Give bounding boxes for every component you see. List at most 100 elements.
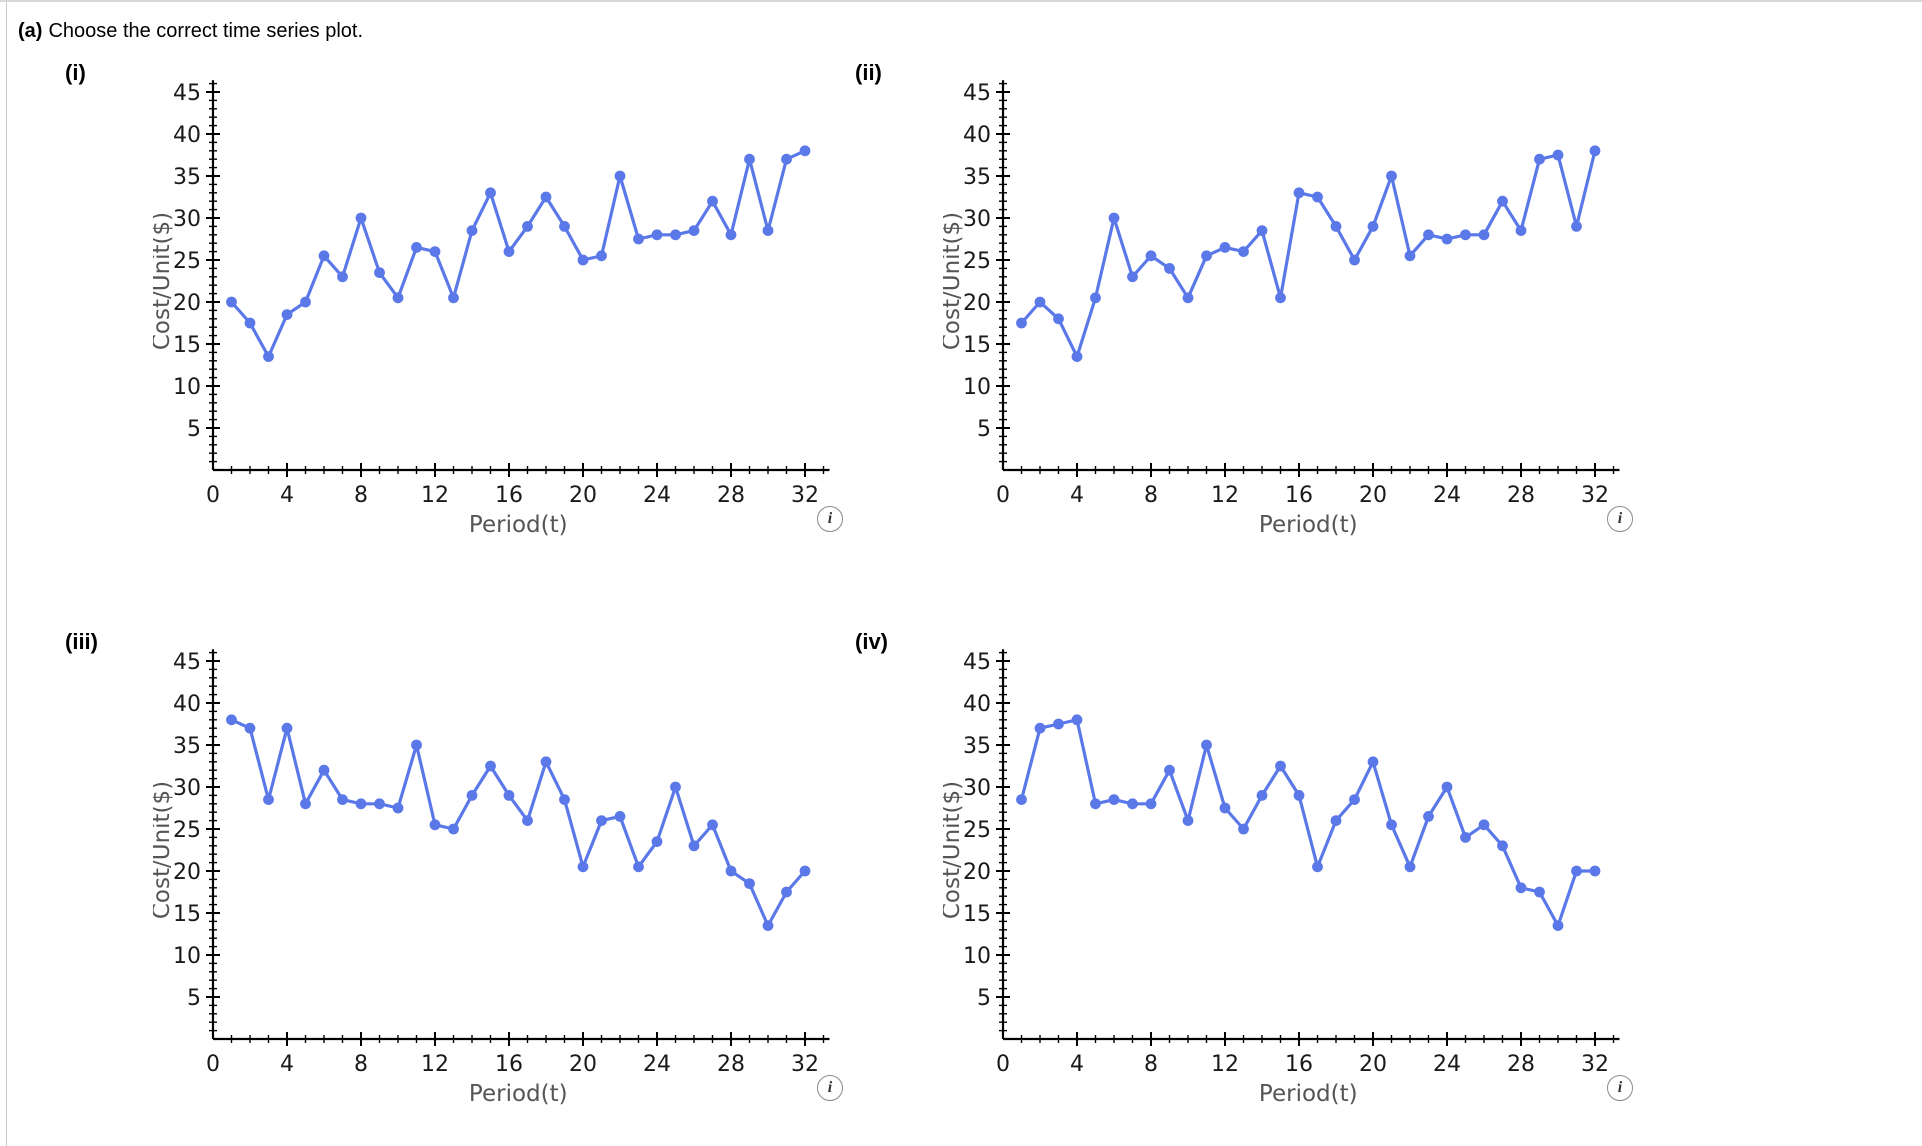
question-part-letter: (a)	[18, 20, 43, 42]
info-icon[interactable]: i	[817, 1075, 843, 1101]
y-tick-label: 15	[963, 902, 991, 927]
question-title: (a) Choose the correct time series plot.	[18, 20, 363, 43]
y-tick-label: 35	[963, 165, 991, 190]
y-tick-label: 10	[173, 944, 201, 969]
data-point	[1238, 823, 1249, 835]
x-tick-label: 16	[1285, 483, 1313, 508]
y-tick-label: 40	[173, 692, 201, 717]
plot-line	[230, 718, 807, 928]
x-tick-label: 20	[569, 1052, 597, 1077]
x-tick-label: 20	[1359, 1052, 1387, 1077]
data-point	[1090, 292, 1101, 304]
data-point	[392, 802, 404, 814]
time-series-plot-iii: 5 10 15 20 25 30 35 40 45 0 4 8 12 16 20 24 28 32 Period(t…	[153, 649, 830, 1107]
x-tick-label: 28	[1507, 1052, 1535, 1077]
panel-top-border	[0, 0, 1922, 2]
y-tick-label: 15	[963, 333, 991, 358]
data-point	[1145, 250, 1157, 262]
x-tick-label: 4	[280, 1052, 294, 1077]
x-tick-label: 16	[1285, 1052, 1313, 1077]
data-point	[503, 790, 515, 801]
chart-option-ii: (ii) 5 10 15 20 25 30 35 40 45 0 4 8 12 16 20 24 28 32 Per…	[850, 55, 1633, 570]
data-point	[226, 296, 237, 308]
data-point	[1441, 233, 1453, 245]
data-point	[1034, 296, 1046, 308]
y-tick-label: 15	[173, 902, 201, 927]
info-icon[interactable]: i	[1607, 1075, 1633, 1101]
y-tick-label: 40	[173, 123, 201, 148]
x-tick-label: 12	[421, 1052, 449, 1077]
data-point	[1552, 920, 1564, 931]
data-point	[1423, 811, 1434, 822]
data-point	[337, 271, 348, 283]
data-point	[1164, 263, 1175, 274]
info-icon[interactable]: i	[817, 506, 843, 532]
data-point	[466, 790, 478, 801]
y-axis-label: Cost/Unit($)	[943, 781, 965, 919]
data-point	[1071, 714, 1083, 726]
data-point	[1293, 187, 1305, 199]
x-tick-label: 0	[996, 1052, 1010, 1077]
data-point	[244, 317, 256, 329]
data-point	[448, 823, 459, 835]
data-point	[1219, 242, 1231, 253]
data-point	[540, 756, 552, 768]
data-point	[1053, 718, 1064, 730]
data-point	[1367, 756, 1379, 768]
chart-label-i: (i)	[65, 60, 86, 85]
x-axis-label: Period(t)	[469, 512, 568, 538]
data-point	[355, 798, 367, 810]
x-tick-label: 0	[206, 1052, 220, 1077]
y-tick-label: 5	[187, 986, 201, 1011]
data-point	[1090, 798, 1101, 810]
data-point	[1589, 865, 1601, 877]
data-point	[633, 861, 644, 873]
data-point	[263, 351, 274, 362]
data-point	[1367, 221, 1379, 232]
x-tick-label: 8	[1144, 1052, 1158, 1077]
data-point	[503, 246, 515, 257]
x-tick-label: 24	[643, 1052, 671, 1077]
data-point	[559, 221, 570, 232]
data-point	[1201, 250, 1212, 262]
info-icon[interactable]: i	[1607, 506, 1633, 532]
data-point	[651, 229, 663, 241]
y-tick-label: 25	[963, 249, 991, 274]
data-point	[1016, 794, 1027, 805]
y-tick-label: 10	[173, 375, 201, 400]
data-point	[1219, 802, 1231, 814]
data-point	[1386, 819, 1397, 831]
y-tick-label: 20	[963, 291, 991, 316]
data-point	[725, 865, 737, 877]
x-tick-label: 12	[421, 483, 449, 508]
chart-option-iv: (iv) 5 10 15 20 25 30 35 40 45 0 4 8 12 16 20 24 28 32 Per…	[850, 624, 1633, 1139]
x-tick-label: 8	[1144, 483, 1158, 508]
chart-label-ii: (ii)	[855, 60, 882, 85]
data-point	[1589, 145, 1601, 157]
data-point	[466, 225, 478, 237]
data-point	[1275, 292, 1286, 304]
x-tick-label: 28	[1507, 483, 1535, 508]
y-tick-label: 30	[173, 776, 201, 801]
data-point	[688, 840, 700, 852]
data-point	[374, 798, 385, 810]
data-point	[633, 233, 644, 245]
data-point	[707, 195, 718, 207]
y-tick-label: 15	[173, 333, 201, 358]
data-point	[1534, 886, 1545, 898]
data-point	[1423, 229, 1434, 241]
data-point	[1349, 254, 1360, 266]
data-point	[429, 246, 441, 257]
data-point	[1182, 292, 1194, 304]
data-point	[1108, 794, 1120, 805]
y-tick-label: 20	[173, 860, 201, 885]
data-point	[596, 250, 607, 262]
data-point	[540, 191, 552, 203]
x-tick-label: 16	[495, 1052, 523, 1077]
x-tick-label: 20	[1359, 483, 1387, 508]
data-point	[448, 292, 459, 304]
x-tick-label: 28	[717, 483, 745, 508]
data-point	[522, 815, 533, 826]
plot-line	[1020, 150, 1597, 359]
data-point	[1145, 798, 1157, 810]
